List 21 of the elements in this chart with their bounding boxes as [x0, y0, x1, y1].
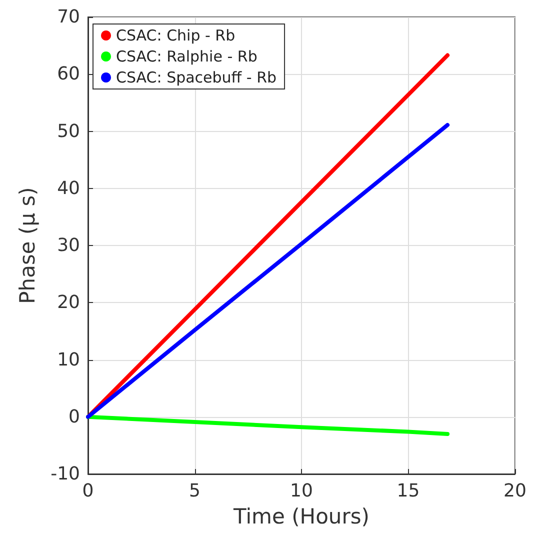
line-series [86, 122, 450, 419]
y-tick-label: 0 [68, 406, 80, 428]
x-tick-label: 0 [82, 480, 94, 502]
y-axis-title: Phase (μ s) [16, 187, 40, 304]
line-series [86, 414, 450, 436]
y-tick-label: 30 [57, 235, 80, 256]
x-tick-label: 10 [290, 480, 313, 502]
legend-label: CSAC: Spacebuff - Rb [116, 68, 277, 86]
x-axis-title: Time (Hours) [232, 504, 370, 528]
y-tick-label: 70 [57, 6, 80, 28]
x-tick-label: 5 [189, 480, 200, 502]
y-tick-label: 10 [57, 349, 80, 370]
legend-label: CSAC: Ralphie - Rb [116, 48, 258, 66]
legend-label: CSAC: Chip - Rb [116, 26, 236, 44]
y-tick-label: 50 [57, 120, 80, 142]
y-tick-label: 60 [57, 64, 80, 85]
x-tick-label: 15 [396, 480, 420, 502]
y-tick-label: 20 [57, 292, 80, 314]
y-tick-label: -10 [50, 464, 80, 484]
x-tick-label: 20 [504, 480, 526, 502]
y-tick-label: 40 [57, 178, 80, 199]
